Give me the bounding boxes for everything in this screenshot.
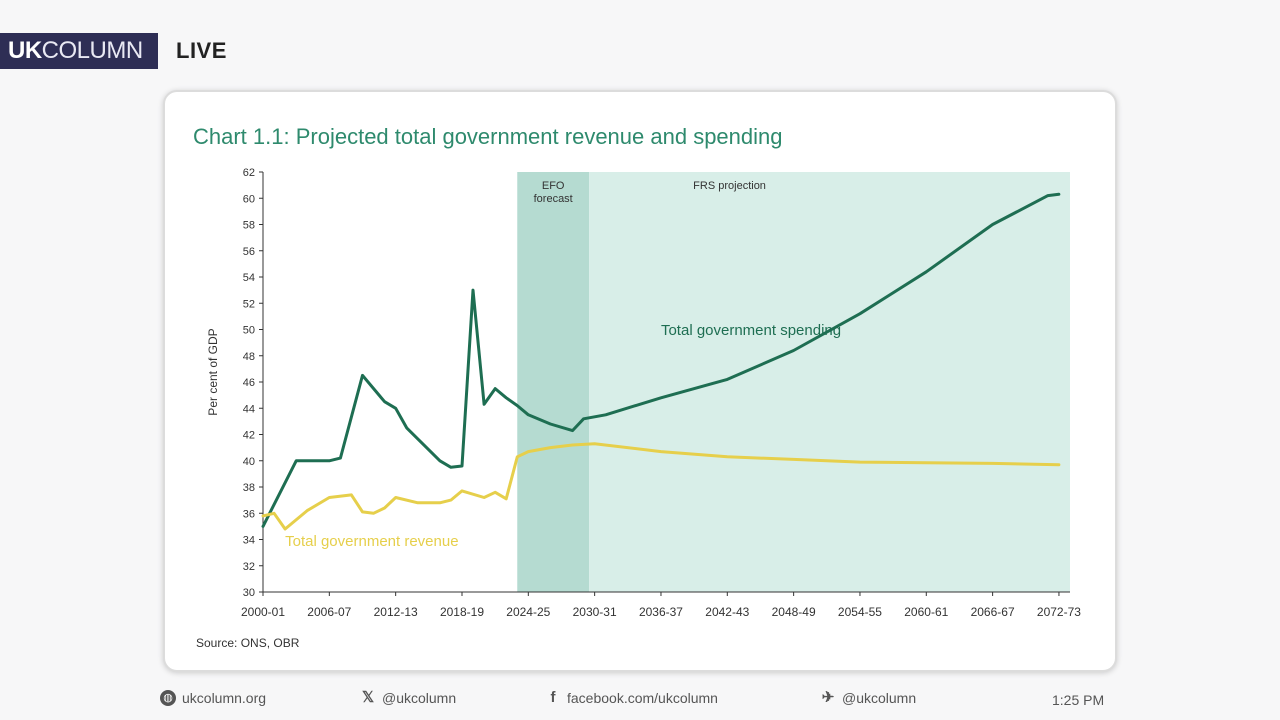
website-text: ukcolumn.org [182,690,267,706]
y-tick-label: 60 [243,193,255,205]
y-tick-label: 58 [243,220,255,232]
logo-light-text: COLUMN [41,37,144,64]
y-tick-label: 54 [243,272,255,284]
x-tick-label: 2018-19 [440,605,484,619]
x-tick-label: 2066-67 [971,605,1015,619]
x-tick-label: 2024-25 [506,605,550,619]
x-tick-label: 2036-37 [639,605,683,619]
x-tick-label: 2030-31 [573,605,617,619]
series-annotation-spending: Total government spending [661,322,841,339]
series-line-revenue [261,442,1061,531]
chart-title: Chart 1.1: Projected total government re… [193,124,783,149]
y-tick-label: 52 [243,298,255,310]
y-tick-label: 62 [243,167,255,179]
telegram-icon: ✈ [821,689,835,706]
x-tick-label: 2060-61 [904,605,948,619]
x-tick-label: 2006-07 [307,605,351,619]
y-tick-label: 40 [243,456,255,468]
x-tick-label: 2072-73 [1037,605,1081,619]
y-tick-label: 46 [243,377,255,389]
shaded-region-label-0-1: forecast [534,193,573,205]
y-tick-label: 34 [243,535,255,547]
shaded-region-0 [517,172,590,592]
y-tick-label: 38 [243,482,255,494]
footer-website[interactable]: ◍ ukcolumn.org [160,690,266,706]
logo-bold-text: UK [8,37,42,64]
y-tick-label: 56 [243,246,255,258]
y-axis-title: Per cent of GDP [206,328,220,415]
chart-source: Source: ONS, OBR [196,636,300,650]
shaded-region-label-1-0: FRS projection [693,180,766,192]
footer-telegram[interactable]: ✈ @ukcolumn [820,689,917,707]
facebook-text: facebook.com/ukcolumn [567,690,718,706]
shaded-region-1 [589,172,1070,592]
y-tick-label: 50 [243,325,255,337]
footer-x[interactable]: 𝕏 @ukcolumn [360,689,457,707]
x-tick-label: 2054-55 [838,605,882,619]
telegram-text: @ukcolumn [842,690,917,706]
x-logo-icon: 𝕏 [361,689,375,706]
x-tick-label: 2000-01 [241,605,285,619]
x-handle-text: @ukcolumn [382,690,457,706]
series-annotation-revenue: Total government revenue [285,533,458,550]
facebook-icon: f [550,689,556,706]
shaded-region-label-0-0: EFO [542,180,565,192]
x-tick-label: 2048-49 [772,605,816,619]
clock-time: 1:25 PM [1052,692,1105,708]
series-line-spending [261,192,1061,528]
uk-column-logo: UK COLUMN [0,33,158,69]
y-tick-label: 42 [243,430,255,442]
globe-icon: ◍ [160,690,176,706]
y-tick-label: 32 [243,561,255,573]
chart-annotations: Total government spending Total governmen… [285,322,841,550]
x-tick-label: 2042-43 [705,605,749,619]
x-tick-label: 2012-13 [374,605,418,619]
footer-facebook[interactable]: f facebook.com/ukcolumn [545,689,718,707]
y-tick-label: 36 [243,508,255,520]
chart-series [261,192,1061,531]
y-tick-label: 44 [243,403,255,415]
y-tick-label: 30 [243,587,255,599]
live-label: LIVE [176,38,227,63]
chart-axes: 30 32 34 36 38 40 42 44 46 48 50 52 54 56 58 60 62 2000-0… [206,167,1081,619]
y-tick-label: 48 [243,351,255,363]
